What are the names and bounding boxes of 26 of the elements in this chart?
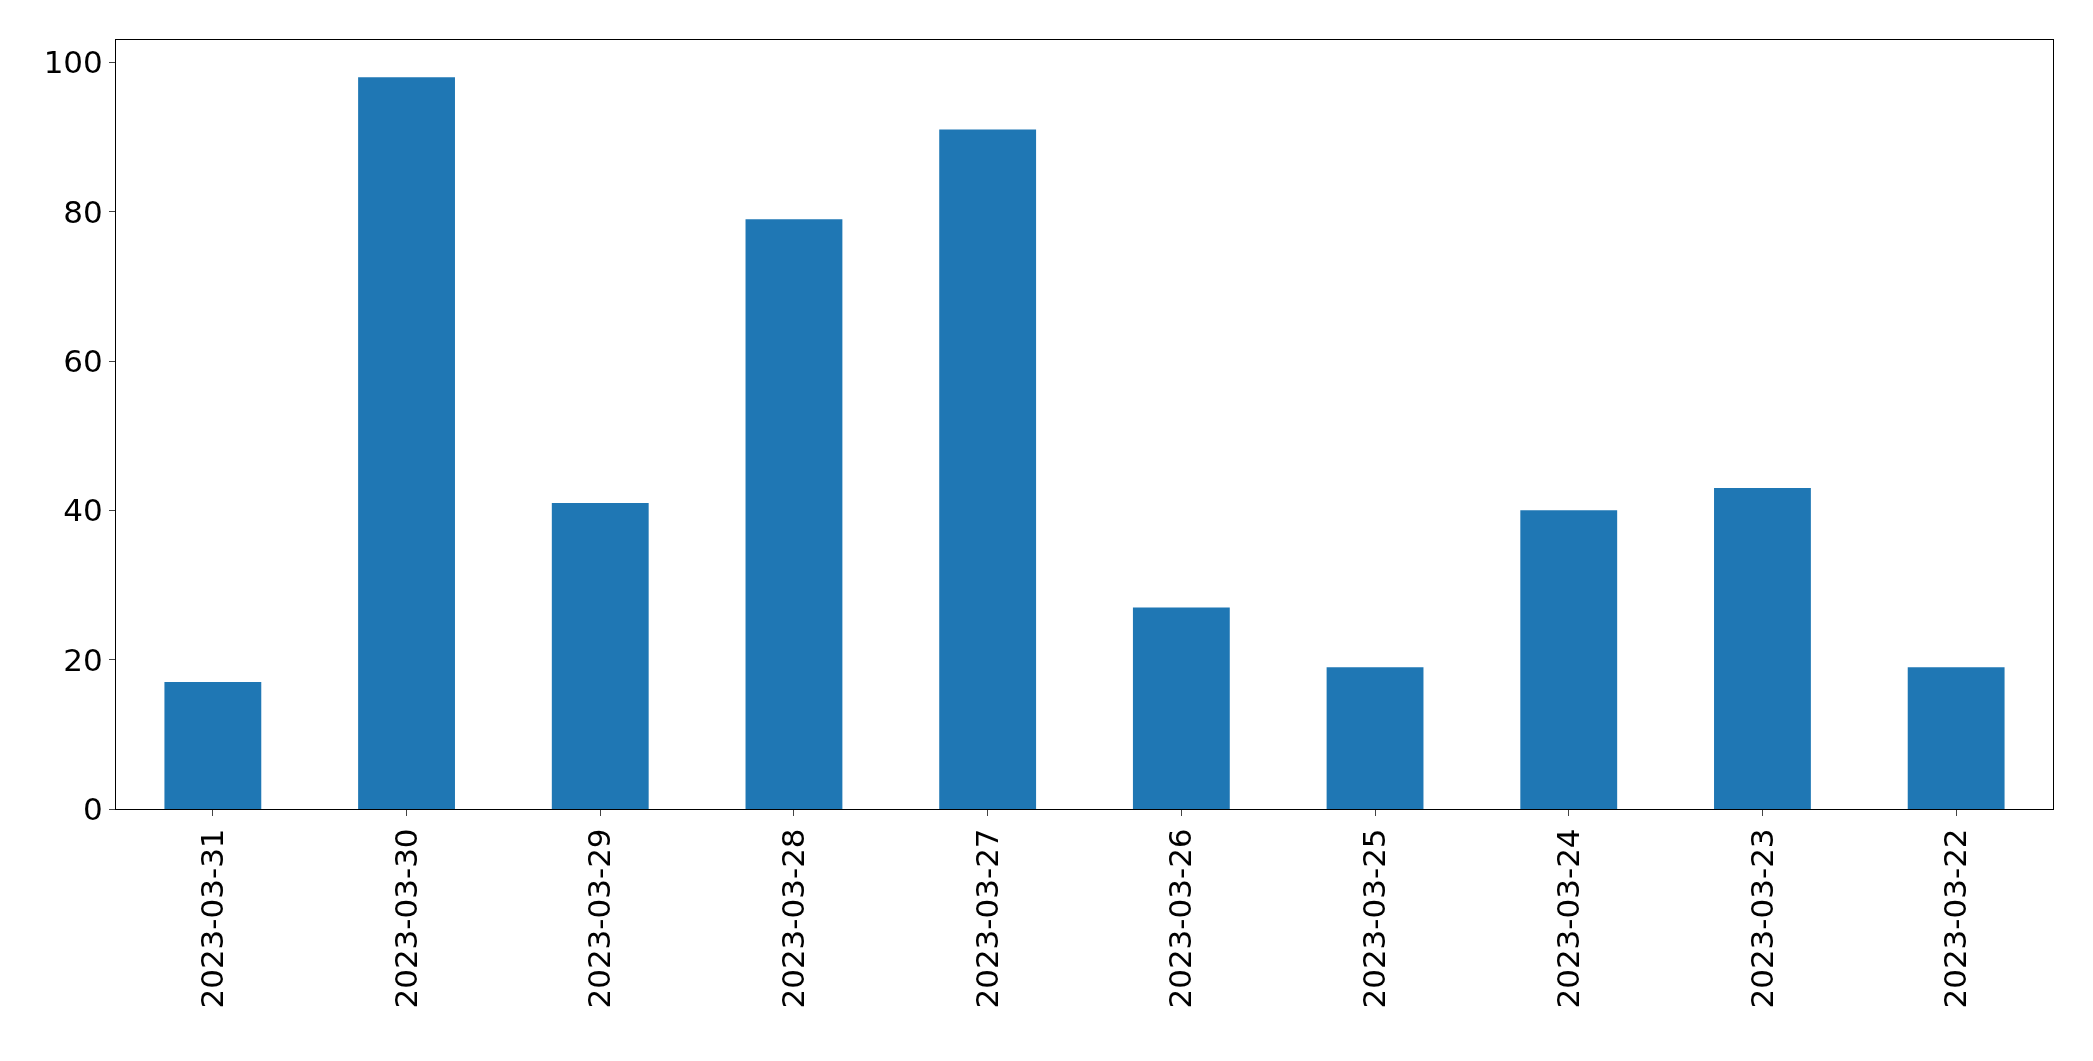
bar — [1132, 607, 1230, 809]
bar — [358, 77, 455, 809]
x-tick-label: 2023-03-31 — [193, 828, 230, 1009]
x-tick-label: 2023-03-23 — [1743, 828, 1780, 1009]
x-tick-label: 2023-03-26 — [1162, 828, 1199, 1009]
bar — [745, 219, 843, 809]
bar — [551, 502, 649, 809]
y-tick-label: 80 — [63, 193, 103, 230]
bar — [1326, 667, 1424, 809]
x-tick-label: 2023-03-22 — [1937, 828, 1974, 1009]
x-tick-label: 2023-03-29 — [581, 828, 618, 1009]
x-tick-label: 2023-03-25 — [1356, 828, 1393, 1009]
x-tick-label: 2023-03-28 — [775, 828, 812, 1009]
bar — [1907, 667, 2005, 809]
y-tick-label: 100 — [43, 44, 103, 81]
y-tick-label: 0 — [83, 790, 103, 827]
y-tick-label: 60 — [63, 342, 103, 379]
x-tick-label: 2023-03-24 — [1549, 828, 1586, 1009]
x-tick-label: 2023-03-27 — [968, 828, 1005, 1009]
y-tick-label: 40 — [63, 492, 103, 529]
x-tick-label: 2023-03-30 — [387, 828, 424, 1009]
bar — [939, 129, 1037, 809]
bar — [164, 682, 262, 809]
bar — [1714, 487, 1811, 809]
y-tick-label: 20 — [63, 641, 103, 678]
bar — [1520, 510, 1618, 809]
